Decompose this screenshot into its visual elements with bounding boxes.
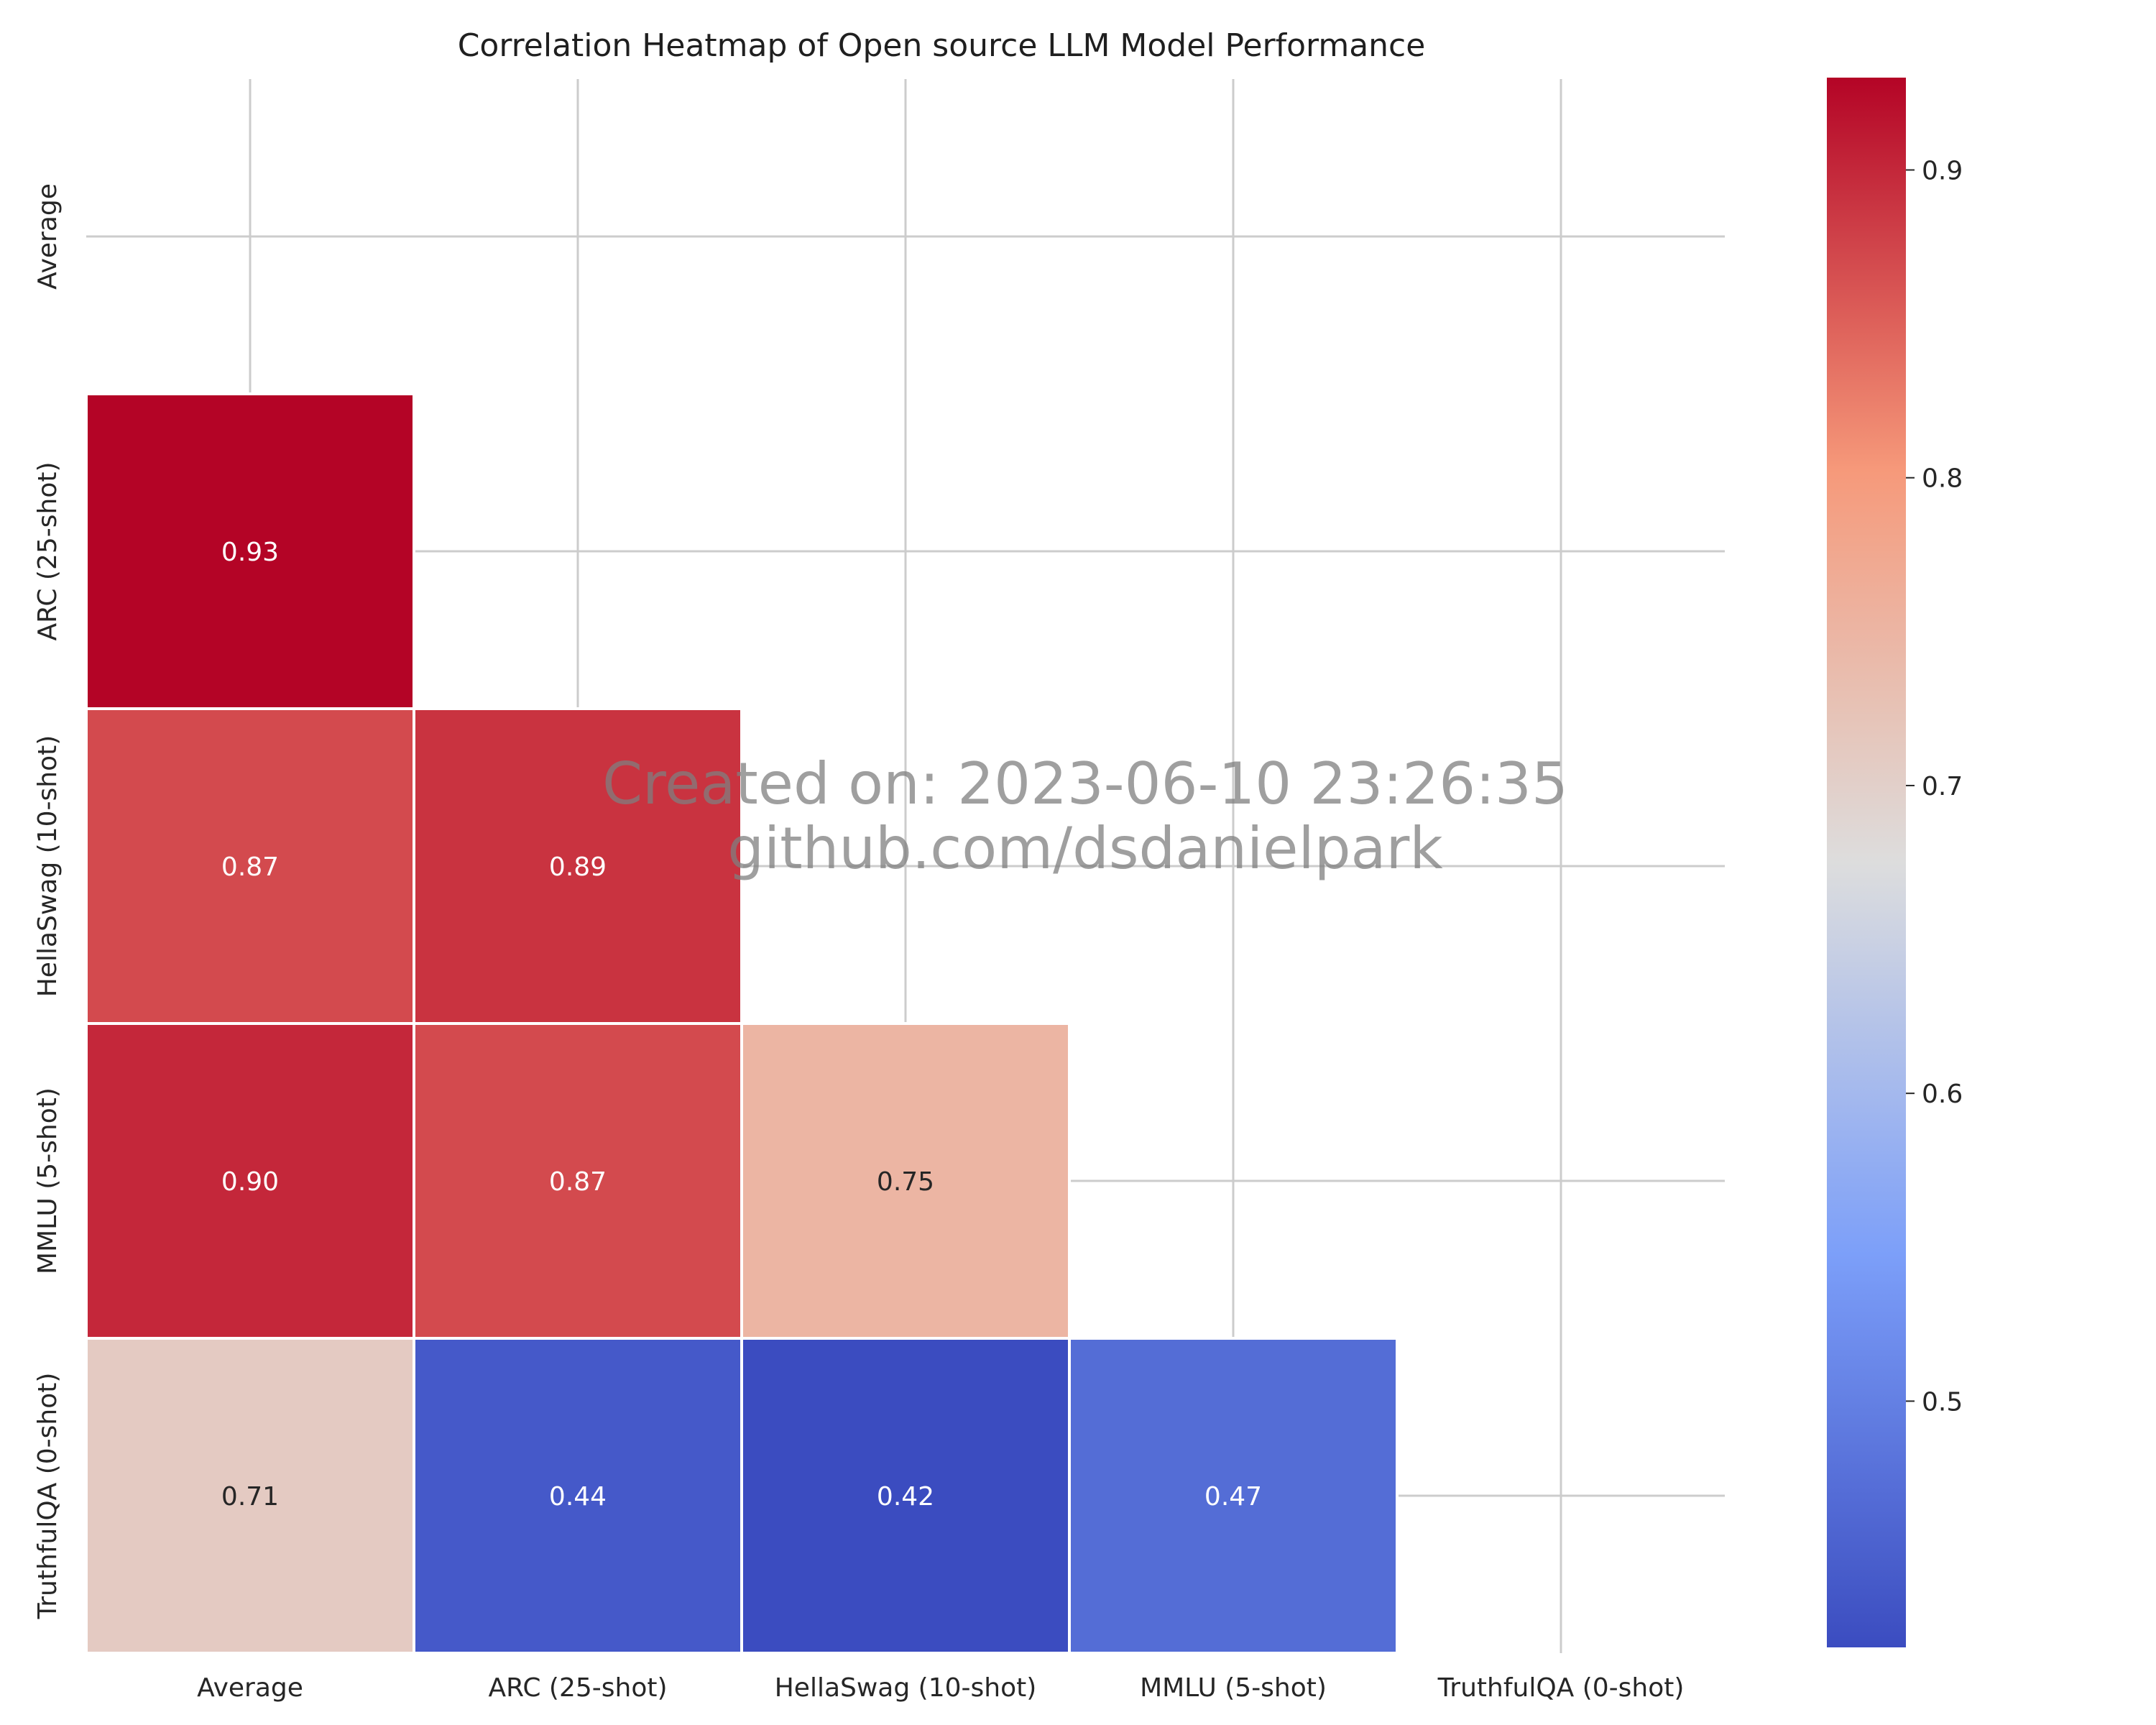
heatmap-cell — [413, 1337, 743, 1655]
cell-value-label: 0.47 — [1204, 1482, 1262, 1512]
y-tick-label: Average — [33, 183, 63, 290]
colorbar-tick-label: 0.9 — [1922, 156, 1963, 185]
heatmap-cell — [740, 1022, 1071, 1340]
heatmap-cell — [85, 707, 415, 1025]
cell-value-label: 0.89 — [549, 852, 607, 882]
watermark: Created on: 2023-06-10 23:26:35github.co… — [602, 750, 1568, 882]
y-tick-labels: Average ARC (25-shot) HellaSwag (10-shot) M… — [33, 183, 63, 1619]
x-tick-label: ARC (25-shot) — [488, 1673, 667, 1703]
colorbar: 0.5 0.6 0.7 0.8 0.9 — [1827, 78, 1963, 1647]
y-tick-label: ARC (25-shot) — [33, 461, 63, 640]
heatmap-cell — [85, 1022, 415, 1340]
cell-value-label: 0.93 — [221, 538, 279, 567]
x-tick-label: TruthfulQA (0-shot) — [1437, 1673, 1685, 1703]
y-tick-label: MMLU (5-shot) — [33, 1087, 63, 1274]
cell-value-label: 0.71 — [221, 1482, 279, 1512]
heatmap-cell — [740, 1337, 1071, 1655]
cell-value-label: 0.87 — [549, 1167, 607, 1197]
heatmap-cell — [85, 392, 415, 710]
colorbar-tick-label: 0.7 — [1922, 772, 1963, 801]
x-tick-label: HellaSwag (10-shot) — [775, 1673, 1037, 1703]
heatmap-cell — [413, 1022, 743, 1340]
colorbar-tick-label: 0.8 — [1922, 464, 1963, 494]
cell-value-label: 0.87 — [221, 852, 279, 882]
colorbar-bar — [1827, 78, 1906, 1647]
y-tick-label: TruthfulQA (0-shot) — [33, 1373, 63, 1620]
cell-value-label: 0.44 — [549, 1482, 607, 1512]
x-tick-label: MMLU (5-shot) — [1140, 1673, 1327, 1703]
cell-value-label: 0.42 — [877, 1482, 934, 1512]
heatmap-cell — [85, 1337, 415, 1655]
watermark-line: Created on: 2023-06-10 23:26:35 — [602, 750, 1568, 817]
y-tick-label: HellaSwag (10-shot) — [33, 735, 63, 998]
heatmap-cells: 0.93 0.87 0.89 0.90 0.87 0.75 0.71 0.44 0.42 0.47 — [85, 392, 1399, 1655]
watermark-line: github.com/dsdanielpark — [727, 815, 1443, 882]
colorbar-tick-label: 0.6 — [1922, 1080, 1963, 1109]
x-tick-labels: Average ARC (25-shot) HellaSwag (10-shot) M… — [197, 1673, 1684, 1703]
colorbar-tick-label: 0.5 — [1922, 1387, 1963, 1417]
cell-value-label: 0.75 — [877, 1167, 934, 1197]
x-tick-label: Average — [197, 1673, 303, 1703]
heatmap-cell — [1068, 1337, 1399, 1655]
chart-title: Correlation Heatmap of Open source LLM M… — [458, 27, 1426, 64]
cell-value-label: 0.90 — [221, 1167, 279, 1197]
